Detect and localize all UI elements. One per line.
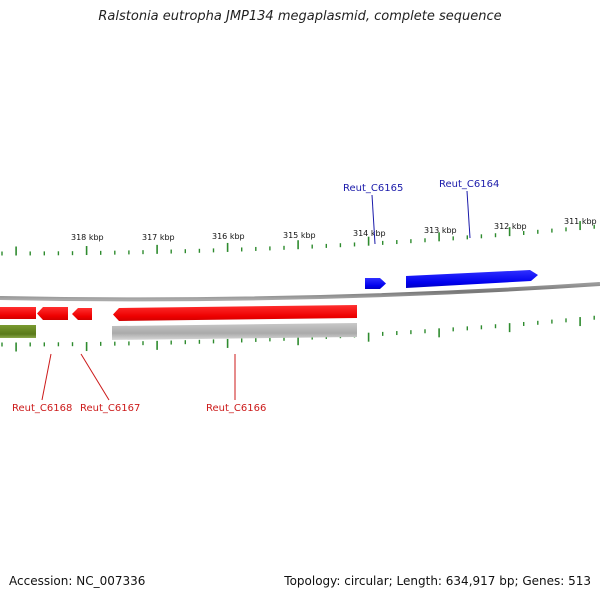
kbp-label: 317 kbp (142, 233, 175, 242)
kbp-label: 315 kbp (283, 231, 316, 240)
kbp-label: 318 kbp (71, 233, 104, 242)
leader-line-reut-c6168 (41, 353, 52, 401)
reverse-genes (0, 305, 357, 321)
accession-text: Accession: NC_007336 (9, 574, 146, 588)
gene-reut-c6168[interactable] (37, 307, 68, 320)
kbp-label: 312 kbp (494, 222, 527, 231)
gray-feature-band (112, 323, 357, 340)
leader-line-reut-c6167 (80, 353, 110, 401)
kbp-label: 316 kbp (212, 232, 245, 241)
kbp-label: 314 kbp (353, 229, 386, 238)
forward-genes (365, 270, 538, 289)
leader-line-reut-c6165 (371, 194, 376, 245)
gene-label-reut-c6165[interactable]: Reut_C6165 (343, 183, 403, 194)
gene-reut-c6167[interactable] (72, 308, 92, 320)
topology-summary: Topology: circular; Length: 634,917 bp; … (284, 574, 591, 588)
gene-reut-c6164[interactable] (406, 270, 538, 288)
backbone-arc (0, 282, 600, 302)
kbp-labels: 318 kbp 317 kbp 316 kbp 315 kbp 314 kbp … (71, 217, 597, 242)
rna-feature[interactable] (0, 325, 36, 338)
gene-label-reut-c6166[interactable]: Reut_C6166 (206, 403, 266, 414)
upper-tick-ruler (1, 221, 595, 256)
gene-reut-c6166[interactable] (113, 305, 357, 321)
gene-label-reut-c6164[interactable]: Reut_C6164 (439, 179, 499, 190)
leader-line-reut-c6164 (466, 190, 471, 239)
gene-label-reut-c6167[interactable]: Reut_C6167 (80, 403, 140, 414)
gene-label-reut-c6168[interactable]: Reut_C6168 (12, 403, 72, 414)
gene-reut-c6165[interactable] (365, 278, 386, 289)
gene-reut-c6168-segment[interactable] (0, 307, 36, 319)
kbp-label: 313 kbp (424, 226, 457, 235)
kbp-label: 311 kbp (564, 217, 597, 226)
page-title: Ralstonia eutropha JMP134 megaplasmid, c… (98, 9, 502, 24)
